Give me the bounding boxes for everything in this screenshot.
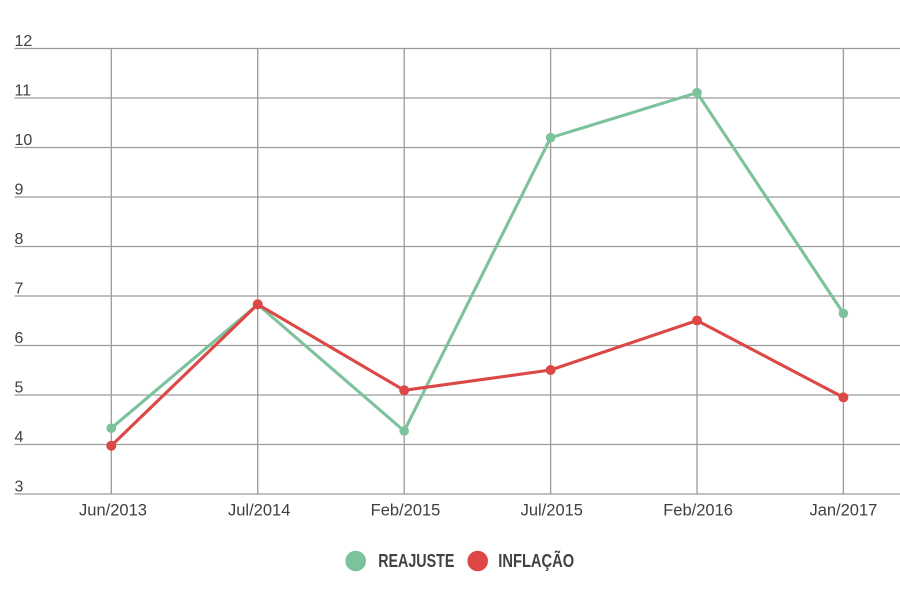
svg-text:Feb/2015: Feb/2015: [371, 502, 441, 520]
svg-text:5: 5: [15, 380, 24, 397]
svg-text:4: 4: [15, 429, 24, 446]
svg-text:10: 10: [15, 132, 33, 149]
svg-text:Jun/2013: Jun/2013: [79, 502, 147, 520]
svg-text:9: 9: [15, 182, 24, 199]
svg-text:8: 8: [15, 231, 24, 248]
svg-text:11: 11: [15, 83, 32, 100]
svg-text:REAJUSTE: REAJUSTE: [378, 551, 454, 571]
svg-text:Jul/2014: Jul/2014: [228, 502, 290, 520]
svg-text:7: 7: [15, 281, 24, 298]
svg-text:12: 12: [15, 33, 33, 50]
svg-text:Jan/2017: Jan/2017: [809, 502, 877, 520]
svg-text:6: 6: [15, 330, 24, 347]
svg-text:Jul/2015: Jul/2015: [521, 502, 583, 520]
svg-text:Feb/2016: Feb/2016: [663, 502, 733, 520]
svg-text:3: 3: [15, 479, 24, 496]
svg-text:INFLAÇÃO: INFLAÇÃO: [498, 550, 574, 571]
